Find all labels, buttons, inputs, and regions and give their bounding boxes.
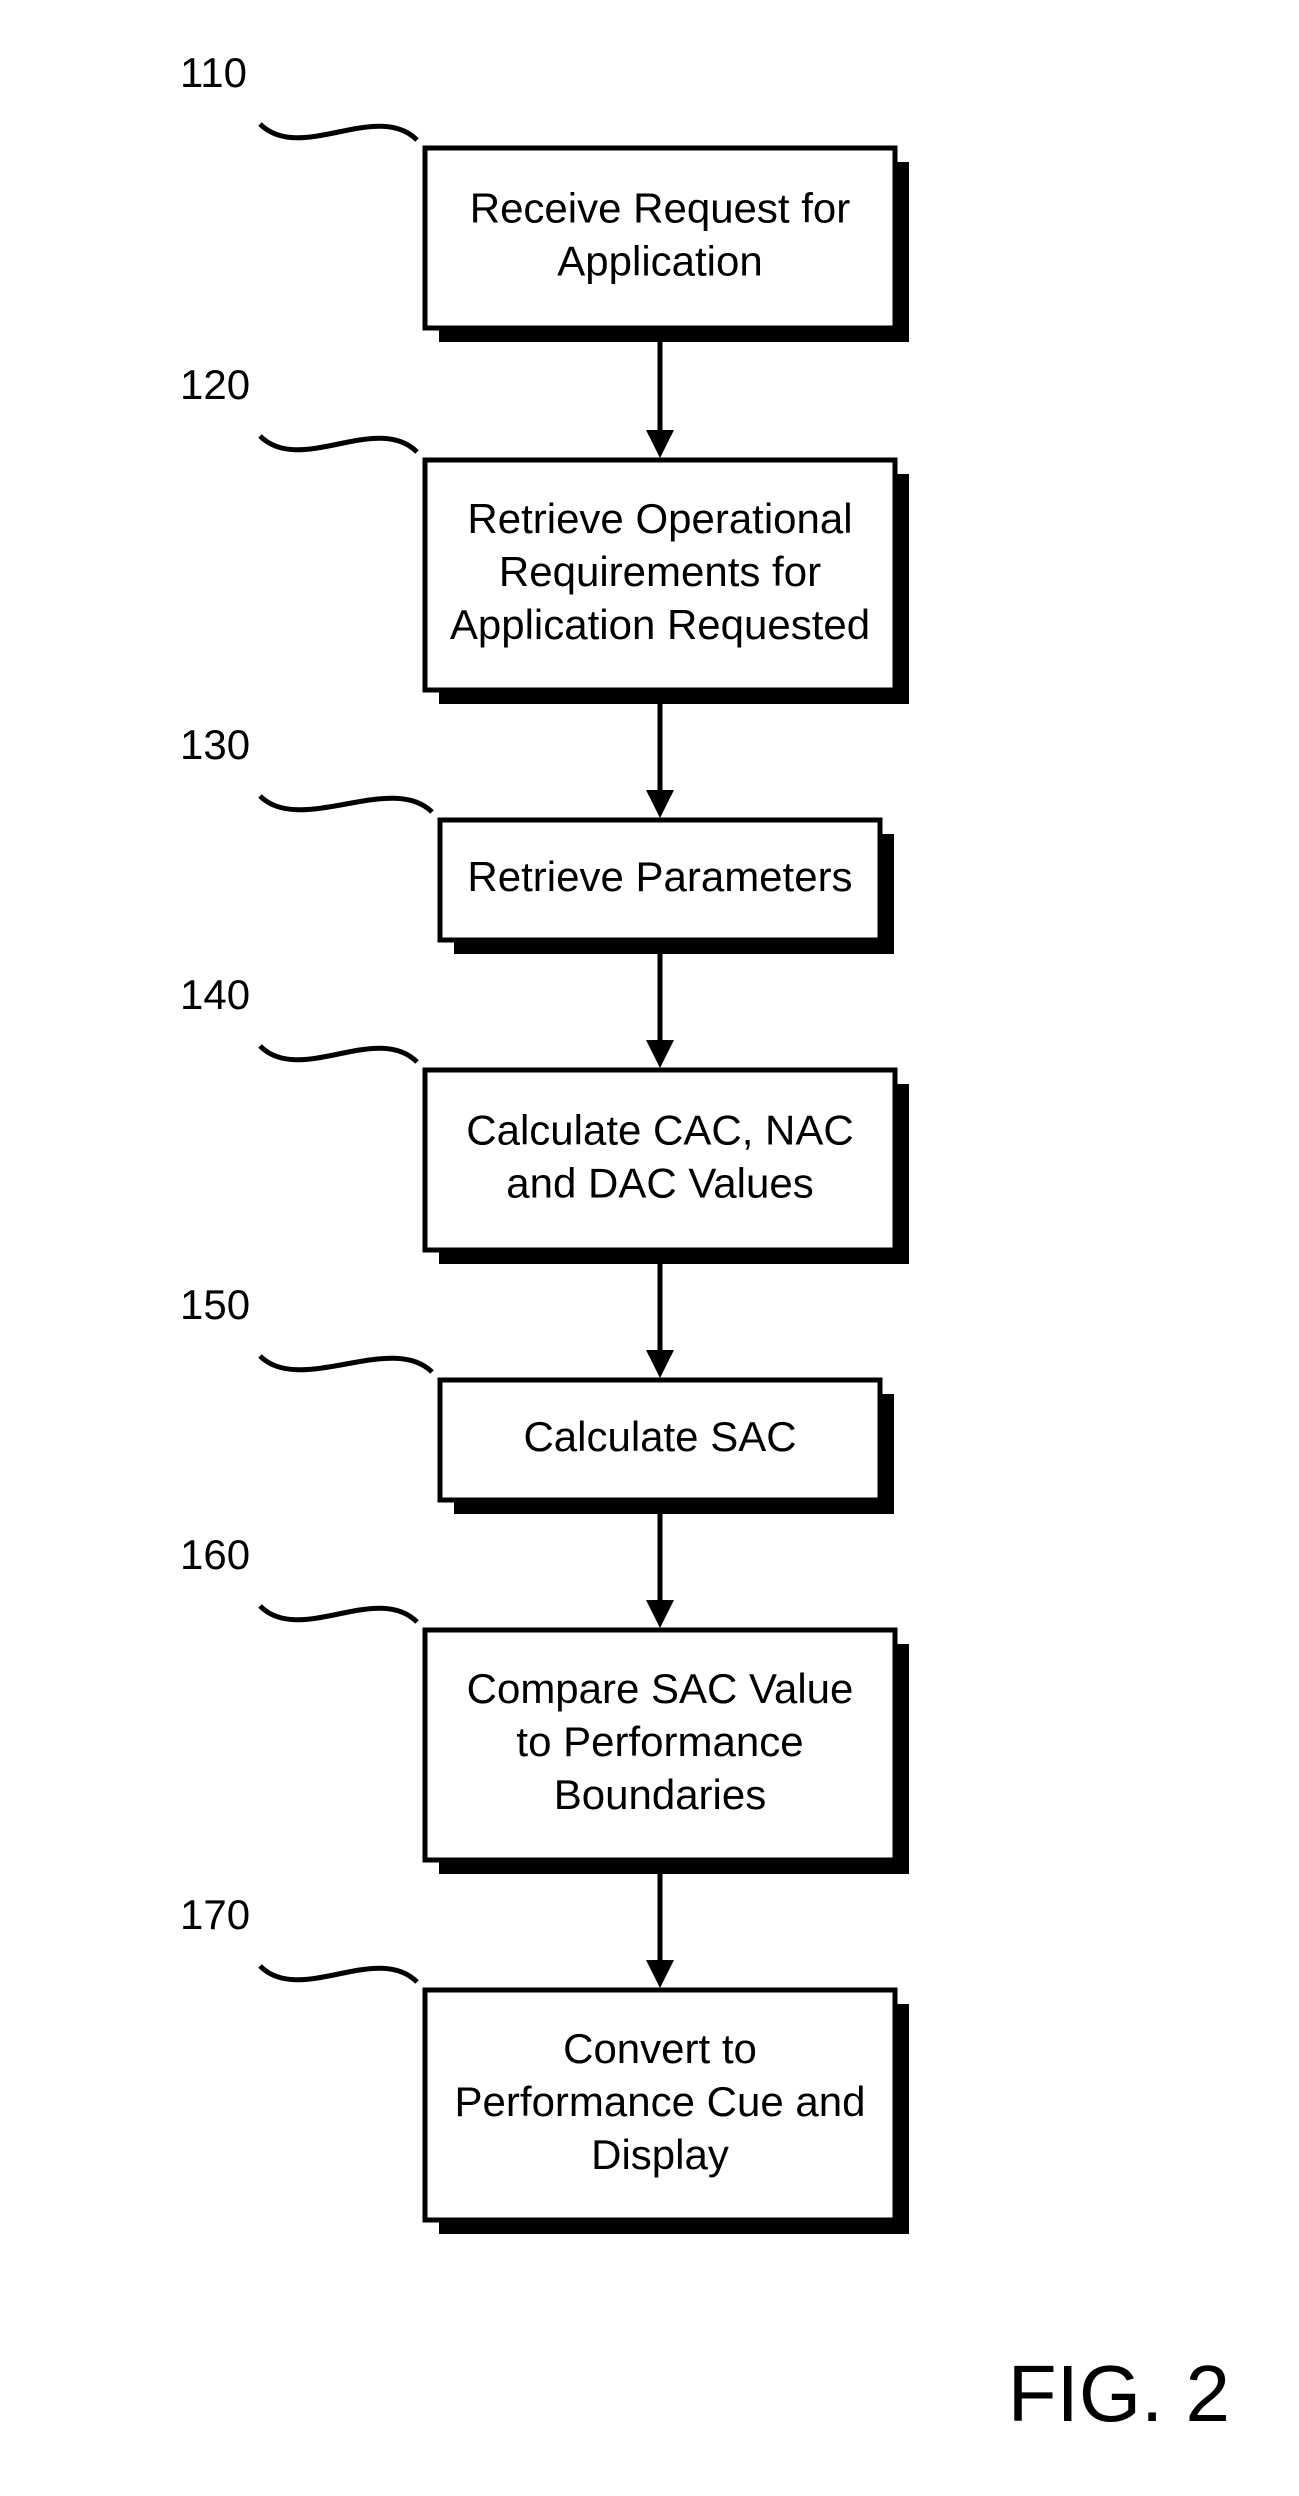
node-label-line: Convert to	[563, 2025, 757, 2072]
flow-node-130: Retrieve Parameters 130	[180, 721, 894, 954]
node-label-line: Calculate SAC	[523, 1413, 796, 1460]
node-label-line: Display	[591, 2131, 729, 2178]
node-label-line: Performance Cue and	[455, 2078, 866, 2125]
flow-arrow-140-150	[646, 1264, 674, 1378]
node-label-line: to Performance	[516, 1718, 803, 1765]
ref-label-150: 150	[180, 1281, 250, 1328]
node-label-line: Application	[557, 238, 762, 285]
node-label-line: Compare SAC Value	[467, 1665, 854, 1712]
node-label-line: Requirements for	[499, 548, 821, 595]
node-label-line: Retrieve Parameters	[467, 853, 852, 900]
node-label-line: Calculate CAC, NAC	[466, 1107, 853, 1154]
flow-node-160: Compare SAC Value to Performance Boundarie…	[180, 1531, 909, 1874]
figure-label: FIG. 2	[1008, 2349, 1230, 2438]
flowchart-canvas: Receive Request for Application 110 Retriev…	[0, 0, 1299, 2496]
node-label-line: Application Requested	[450, 601, 870, 648]
ref-leader-170	[260, 1966, 417, 1982]
ref-leader-120	[260, 436, 417, 452]
ref-leader-140	[260, 1046, 417, 1062]
ref-leader-160	[260, 1606, 417, 1622]
arrow-head	[646, 1600, 674, 1628]
ref-label-160: 160	[180, 1531, 250, 1578]
flow-node-140: Calculate CAC, NAC and DAC Values 140	[180, 971, 909, 1264]
node-label-line: Boundaries	[554, 1771, 766, 1818]
ref-label-140: 140	[180, 971, 250, 1018]
arrow-head	[646, 790, 674, 818]
flow-arrow-110-120	[646, 342, 674, 458]
ref-leader-110	[260, 124, 417, 140]
flow-node-170: Convert to Performance Cue and Display 170	[180, 1891, 909, 2234]
flow-arrow-160-170	[646, 1874, 674, 1988]
ref-leader-150	[260, 1356, 432, 1372]
ref-label-170: 170	[180, 1891, 250, 1938]
ref-label-120: 120	[180, 361, 250, 408]
flow-node-120: Retrieve Operational Requirements for Appl…	[180, 361, 909, 704]
flow-node-150: Calculate SAC 150	[180, 1281, 894, 1514]
arrow-head	[646, 1040, 674, 1068]
flow-node-110: Receive Request for Application 110	[180, 49, 909, 342]
ref-label-110: 110	[180, 49, 247, 96]
node-label-line: Retrieve Operational	[467, 495, 852, 542]
flow-arrow-130-140	[646, 954, 674, 1068]
ref-leader-130	[260, 796, 432, 812]
ref-label-130: 130	[180, 721, 250, 768]
flow-arrow-150-160	[646, 1514, 674, 1628]
node-label-line: Receive Request for	[470, 185, 851, 232]
arrow-head	[646, 1350, 674, 1378]
flow-arrow-120-130	[646, 704, 674, 818]
arrow-head	[646, 1960, 674, 1988]
arrow-head	[646, 430, 674, 458]
node-label-line: and DAC Values	[506, 1160, 813, 1207]
